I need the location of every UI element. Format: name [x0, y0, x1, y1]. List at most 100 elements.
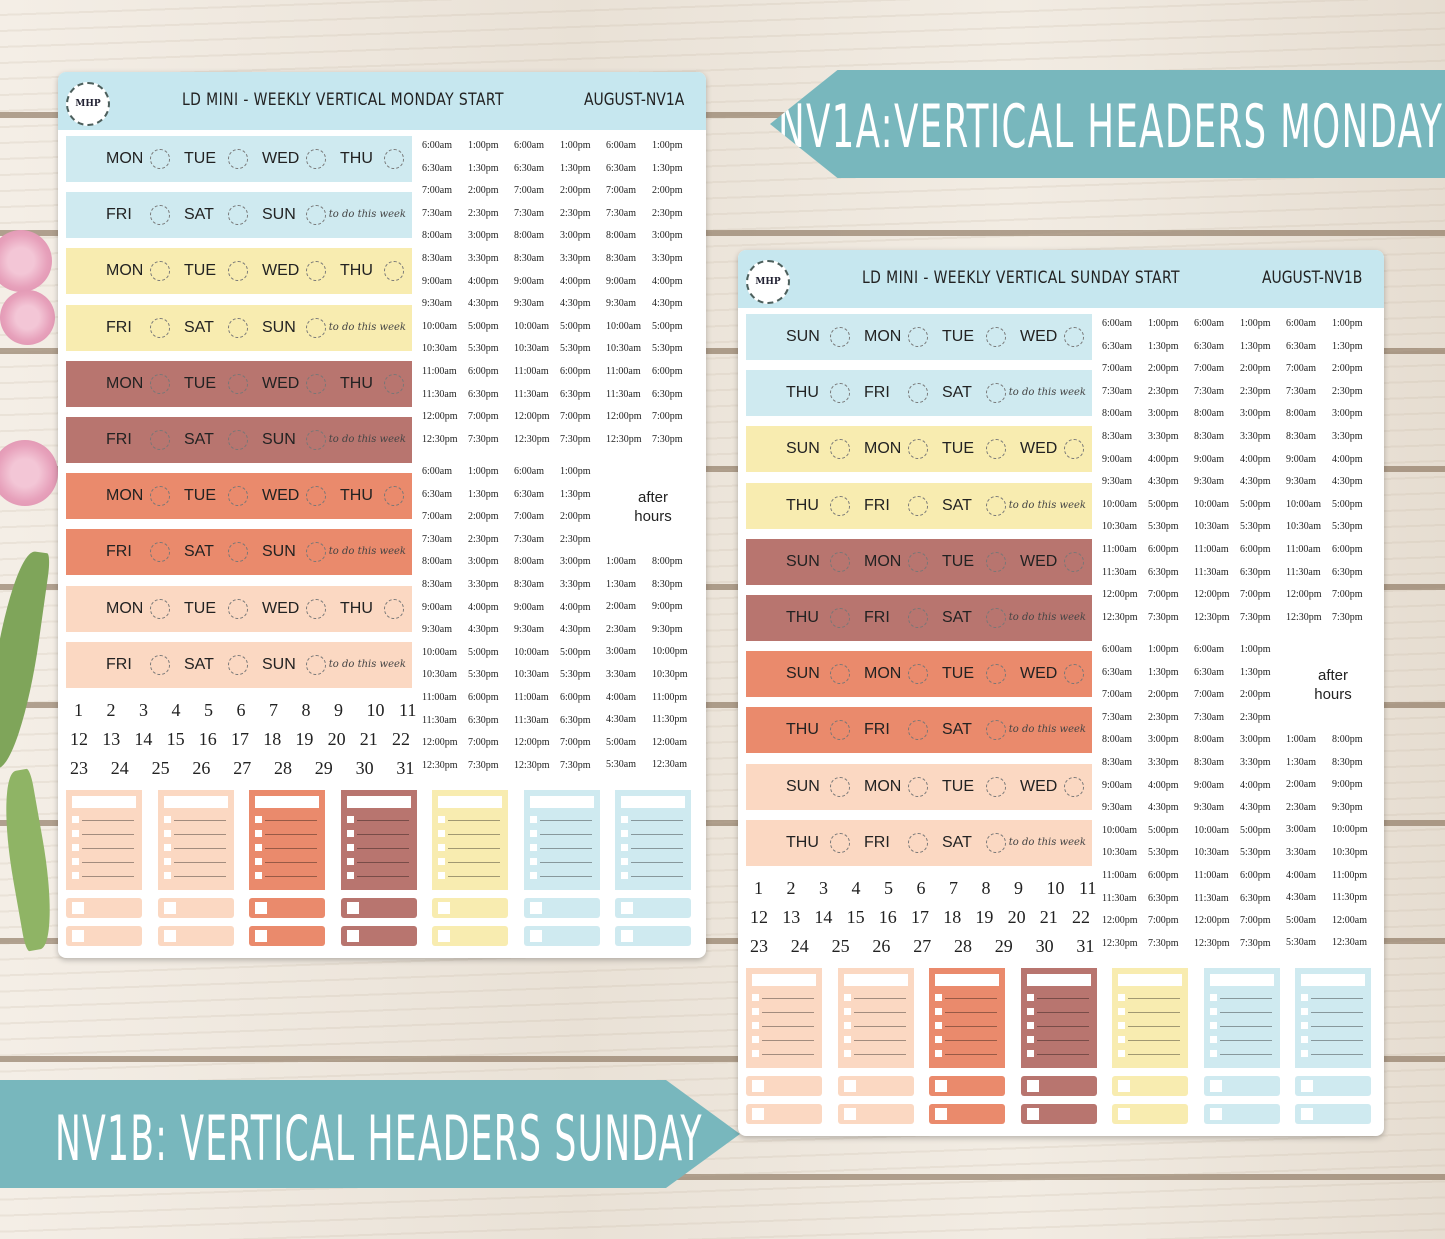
card-checkbox: [72, 816, 79, 823]
card-line: [539, 820, 592, 821]
time-label: 10:00am: [1194, 498, 1229, 510]
card-checkbox: [1026, 1022, 1034, 1029]
day-circle: [150, 486, 170, 507]
mini-checkbox-strip: [432, 898, 508, 918]
time-label: 4:00pm: [1240, 453, 1271, 465]
header-strip: THU FRI SAT to do this week: [746, 707, 1092, 754]
day-circle: [384, 261, 404, 282]
header-strip: THU FRI SAT to do this week: [746, 370, 1092, 417]
time-label: 7:00pm: [468, 411, 499, 423]
sticker-sheet-monday: MHP LD MINI - WEEKLY VERTICAL MONDAY STA…: [58, 72, 706, 958]
header-strip: THU FRI SAT to do this week: [746, 819, 1092, 866]
time-label: 9:00am: [1102, 453, 1132, 465]
mini-checkbox: [255, 930, 267, 942]
date-number: 29: [994, 936, 1013, 956]
time-label: 2:00pm: [560, 511, 591, 523]
day-circle: [306, 542, 326, 563]
header-strip: FRI SAT SUN to do this week: [66, 417, 412, 463]
time-label: 5:30am: [1286, 937, 1316, 949]
time-label: 2:00am: [606, 601, 636, 613]
time-label: 11:00am: [422, 691, 457, 703]
mini-checkbox-strip: [249, 926, 325, 946]
time-label: 1:00pm: [1240, 318, 1271, 329]
time-label: 7:30am: [1286, 385, 1316, 397]
time-label: 4:00pm: [1148, 779, 1179, 791]
day-label: TUE: [942, 440, 974, 458]
time-label: 4:00pm: [468, 275, 499, 287]
time-label: 12:00pm: [514, 411, 550, 423]
checklist-card: [1112, 968, 1188, 1068]
time-label: 6:00am: [1194, 318, 1224, 329]
card-checkbox: [621, 816, 628, 823]
time-label: 9:00am: [606, 275, 636, 287]
time-label: 12:00am: [652, 736, 687, 748]
day-circle: [908, 495, 928, 516]
time-label: 2:30pm: [468, 207, 499, 219]
time-label: 6:30pm: [1332, 566, 1363, 578]
mini-checkbox: [752, 1108, 764, 1120]
time-label: 11:30am: [1286, 566, 1321, 578]
time-label: 11:00pm: [652, 691, 688, 703]
mini-checkbox: [529, 930, 542, 942]
time-label: 10:00am: [514, 646, 549, 658]
time-label: 1:00pm: [652, 140, 683, 151]
time-grid-lower: 6:00am 6:30am 7:00am 7:30am 8:00am 8:30am 9:00…: [1102, 644, 1377, 964]
mini-checkbox: [1301, 1108, 1313, 1120]
header-strip: MON TUE WED THU: [66, 360, 412, 407]
time-label: 7:30am: [422, 533, 452, 545]
time-label: 3:30pm: [468, 252, 499, 264]
day-circle: [986, 664, 1006, 685]
day-circle: [384, 373, 404, 394]
time-label: 12:00pm: [1194, 915, 1230, 927]
day-circle: [150, 654, 170, 675]
day-label: SAT: [184, 431, 214, 448]
day-circle: [908, 383, 928, 404]
time-label: 7:30pm: [652, 433, 683, 445]
mini-checkbox-strip: [523, 926, 600, 946]
day-label: SAT: [942, 833, 972, 851]
header-strip: SUN MON TUE WED: [746, 538, 1092, 585]
card-line: [853, 1054, 906, 1055]
time-label: 4:30pm: [560, 298, 591, 310]
time-column: 1:00pm 1:30pm 2:00pm 2:30pm 3:00pm 3:30pm 4:00…: [652, 140, 683, 456]
header-strip: MON TUE WED THU: [66, 473, 412, 520]
time-label: 6:30pm: [1148, 566, 1179, 578]
time-label: 9:30am: [1286, 476, 1316, 488]
time-label: 6:00am: [422, 140, 452, 151]
time-label: 10:00am: [422, 320, 457, 332]
time-label: 11:30pm: [652, 714, 688, 726]
time-label: 6:00am: [1102, 644, 1132, 655]
day-circle: [306, 654, 326, 675]
card-line: [265, 834, 317, 835]
time-label: 3:30pm: [1148, 756, 1179, 768]
time-label: 5:00pm: [468, 320, 499, 332]
day-circle: [228, 205, 248, 226]
time-label: 5:30am: [606, 759, 636, 771]
time-label: 1:00pm: [468, 140, 499, 151]
date-number: 17: [231, 729, 249, 749]
time-label: 5:30pm: [1240, 847, 1271, 859]
time-label: 11:00am: [1194, 543, 1229, 555]
card-checkbox: [72, 858, 79, 865]
card-header: [72, 796, 136, 808]
card-checkbox: [621, 872, 628, 879]
time-label: 8:30pm: [1332, 756, 1363, 768]
day-circle: [986, 720, 1006, 741]
time-column: 1:00am 1:30am 2:00am 2:30am 3:00am 3:30am 4:00…: [606, 556, 636, 782]
date-number: 27: [913, 936, 932, 956]
sheet-title: LD MINI - WEEKLY VERTICAL MONDAY START: [182, 90, 504, 110]
card-checkbox: [621, 830, 628, 837]
time-label: 9:00am: [514, 601, 544, 613]
date-number: 24: [790, 936, 809, 956]
day-circle: [986, 383, 1006, 404]
date-number: 11: [1079, 878, 1097, 898]
card-line: [631, 862, 683, 863]
time-label: 7:30am: [606, 207, 636, 219]
day-label: MON: [864, 665, 902, 683]
time-label: 12:00am: [1332, 914, 1367, 926]
time-label: 7:00pm: [1240, 915, 1271, 927]
time-label: 6:00am: [606, 140, 636, 151]
time-label: 1:30pm: [468, 488, 499, 500]
time-label: 6:30pm: [1240, 892, 1271, 904]
day-label: WED: [1020, 665, 1058, 683]
